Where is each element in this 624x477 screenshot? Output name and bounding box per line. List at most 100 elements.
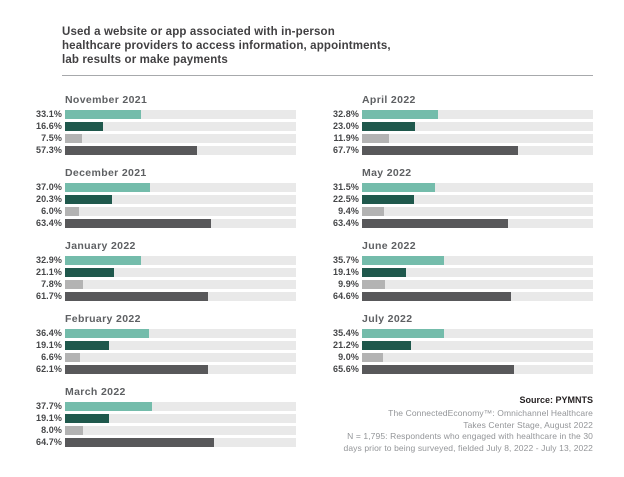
bar	[65, 426, 84, 435]
bar-row: 7.5%	[29, 134, 296, 143]
bar-track	[65, 146, 296, 155]
month-label: January 2022	[65, 240, 136, 252]
bar-value-label: 63.4%	[35, 218, 62, 228]
bar-row: 16.6%	[29, 122, 296, 131]
source-line: The ConnectedEconomy™: Omnichannel Healt…	[388, 408, 593, 418]
bar	[362, 134, 390, 143]
bar	[362, 110, 438, 119]
bar-value-label: 21.1%	[35, 267, 62, 277]
bar-track	[65, 280, 296, 289]
source-line: days prior to being surveyed, fielded Ju…	[343, 442, 593, 453]
month-label: November 2021	[65, 94, 148, 106]
bar-row: 35.7%	[326, 256, 593, 265]
bar-row: 11.9%	[326, 134, 593, 143]
bar-row: 23.0%	[326, 122, 593, 131]
month-label: March 2022	[65, 386, 126, 398]
bar-row: 19.1%	[326, 268, 593, 277]
bar	[362, 183, 435, 192]
bar-value-label: 19.1%	[35, 413, 62, 423]
bar-row: 36.4%	[29, 329, 296, 338]
chart-content: Used a website or app associated with in…	[29, 25, 593, 459]
bar-row: 57.3%	[29, 146, 296, 155]
bar-row: 9.9%	[326, 280, 593, 289]
bar-value-label: 11.9%	[333, 133, 359, 143]
bar-value-label: 35.7%	[332, 255, 359, 265]
bar-value-label: 36.4%	[35, 328, 62, 338]
bar-track	[362, 122, 593, 131]
chart-title: Used a website or app associated with in…	[62, 26, 391, 66]
bar-track	[65, 353, 296, 362]
bar-track	[362, 329, 593, 338]
bar-value-label: 8.0%	[41, 425, 62, 435]
bar-value-label: 37.7%	[35, 401, 62, 411]
month-label: April 2022	[362, 94, 416, 106]
bar	[65, 414, 110, 423]
bar-track	[362, 134, 593, 143]
bar-row: 33.1%	[29, 110, 296, 119]
bar-value-label: 65.6%	[332, 364, 359, 374]
month-label: July 2022	[362, 313, 413, 325]
bar	[65, 134, 83, 143]
bar-row: 35.4%	[326, 329, 593, 338]
bar	[362, 268, 407, 277]
bar-value-label: 35.4%	[332, 328, 359, 338]
bar-track	[65, 341, 296, 350]
bar-track	[362, 207, 593, 216]
bar	[362, 219, 509, 228]
bar-value-label: 16.6%	[35, 121, 62, 131]
bar	[65, 122, 104, 131]
month-chart-may-2022: May 2022 31.5% 22.5% 9.4% 63.4%	[326, 167, 593, 228]
bar-track	[65, 438, 296, 447]
bar-value-label: 33.1%	[35, 109, 62, 119]
month-label: June 2022	[362, 240, 416, 252]
bar-value-label: 7.8%	[41, 279, 62, 289]
bar-value-label: 19.1%	[35, 340, 62, 350]
bar-row: 65.6%	[326, 365, 593, 374]
bar-value-label: 6.0%	[41, 206, 62, 216]
bar-track	[362, 146, 593, 155]
bar-row: 31.5%	[326, 183, 593, 192]
bar-track	[65, 426, 296, 435]
bar-row: 63.4%	[326, 219, 593, 228]
charts-grid: November 2021 33.1% 16.6% 7.5% 57.3% Dec…	[29, 94, 593, 459]
bar-row: 37.7%	[29, 402, 296, 411]
bar-track	[65, 110, 296, 119]
bar-track	[65, 329, 296, 338]
bar-value-label: 20.3%	[35, 194, 62, 204]
bar-row: 20.3%	[29, 195, 296, 204]
bar-track	[362, 292, 593, 301]
bar-value-label: 57.3%	[35, 145, 62, 155]
bar-value-label: 6.6%	[41, 352, 62, 362]
month-chart-july-2022: July 2022 35.4% 21.2% 9.0% 65.6%	[326, 313, 593, 374]
bar-value-label: 63.4%	[332, 218, 359, 228]
bar-value-label: 64.7%	[35, 437, 62, 447]
bar-value-label: 23.0%	[332, 121, 359, 131]
bar	[65, 183, 151, 192]
bar	[362, 280, 385, 289]
bar-value-label: 9.0%	[338, 352, 359, 362]
bar	[362, 353, 383, 362]
bar	[362, 365, 514, 374]
bar	[362, 329, 444, 338]
bar-track	[362, 353, 593, 362]
bar	[65, 219, 212, 228]
bar-value-label: 22.5%	[332, 194, 359, 204]
bar-value-label: 21.2%	[332, 340, 359, 350]
bar-track	[362, 256, 593, 265]
bar-track	[362, 280, 593, 289]
month-label: February 2022	[65, 313, 141, 325]
bar-value-label: 31.5%	[332, 182, 359, 192]
month-chart-june-2022: June 2022 35.7% 19.1% 9.9% 64.6%	[326, 240, 593, 301]
bar	[65, 353, 81, 362]
bar	[65, 329, 150, 338]
bar-value-label: 67.7%	[332, 145, 359, 155]
bar-row: 9.4%	[326, 207, 593, 216]
bar-value-label: 7.5%	[41, 133, 62, 143]
bar-value-label: 61.7%	[35, 291, 62, 301]
month-chart-march-2022: March 2022 37.7% 19.1% 8.0% 64.7%	[29, 386, 296, 447]
bar	[65, 292, 208, 301]
bar-track	[65, 268, 296, 277]
bar-value-label: 32.9%	[35, 255, 62, 265]
bar-row: 37.0%	[29, 183, 296, 192]
